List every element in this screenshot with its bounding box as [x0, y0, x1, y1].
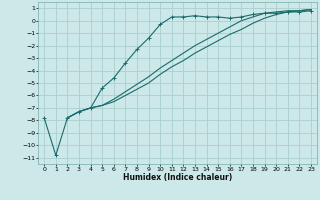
X-axis label: Humidex (Indice chaleur): Humidex (Indice chaleur)	[123, 173, 232, 182]
